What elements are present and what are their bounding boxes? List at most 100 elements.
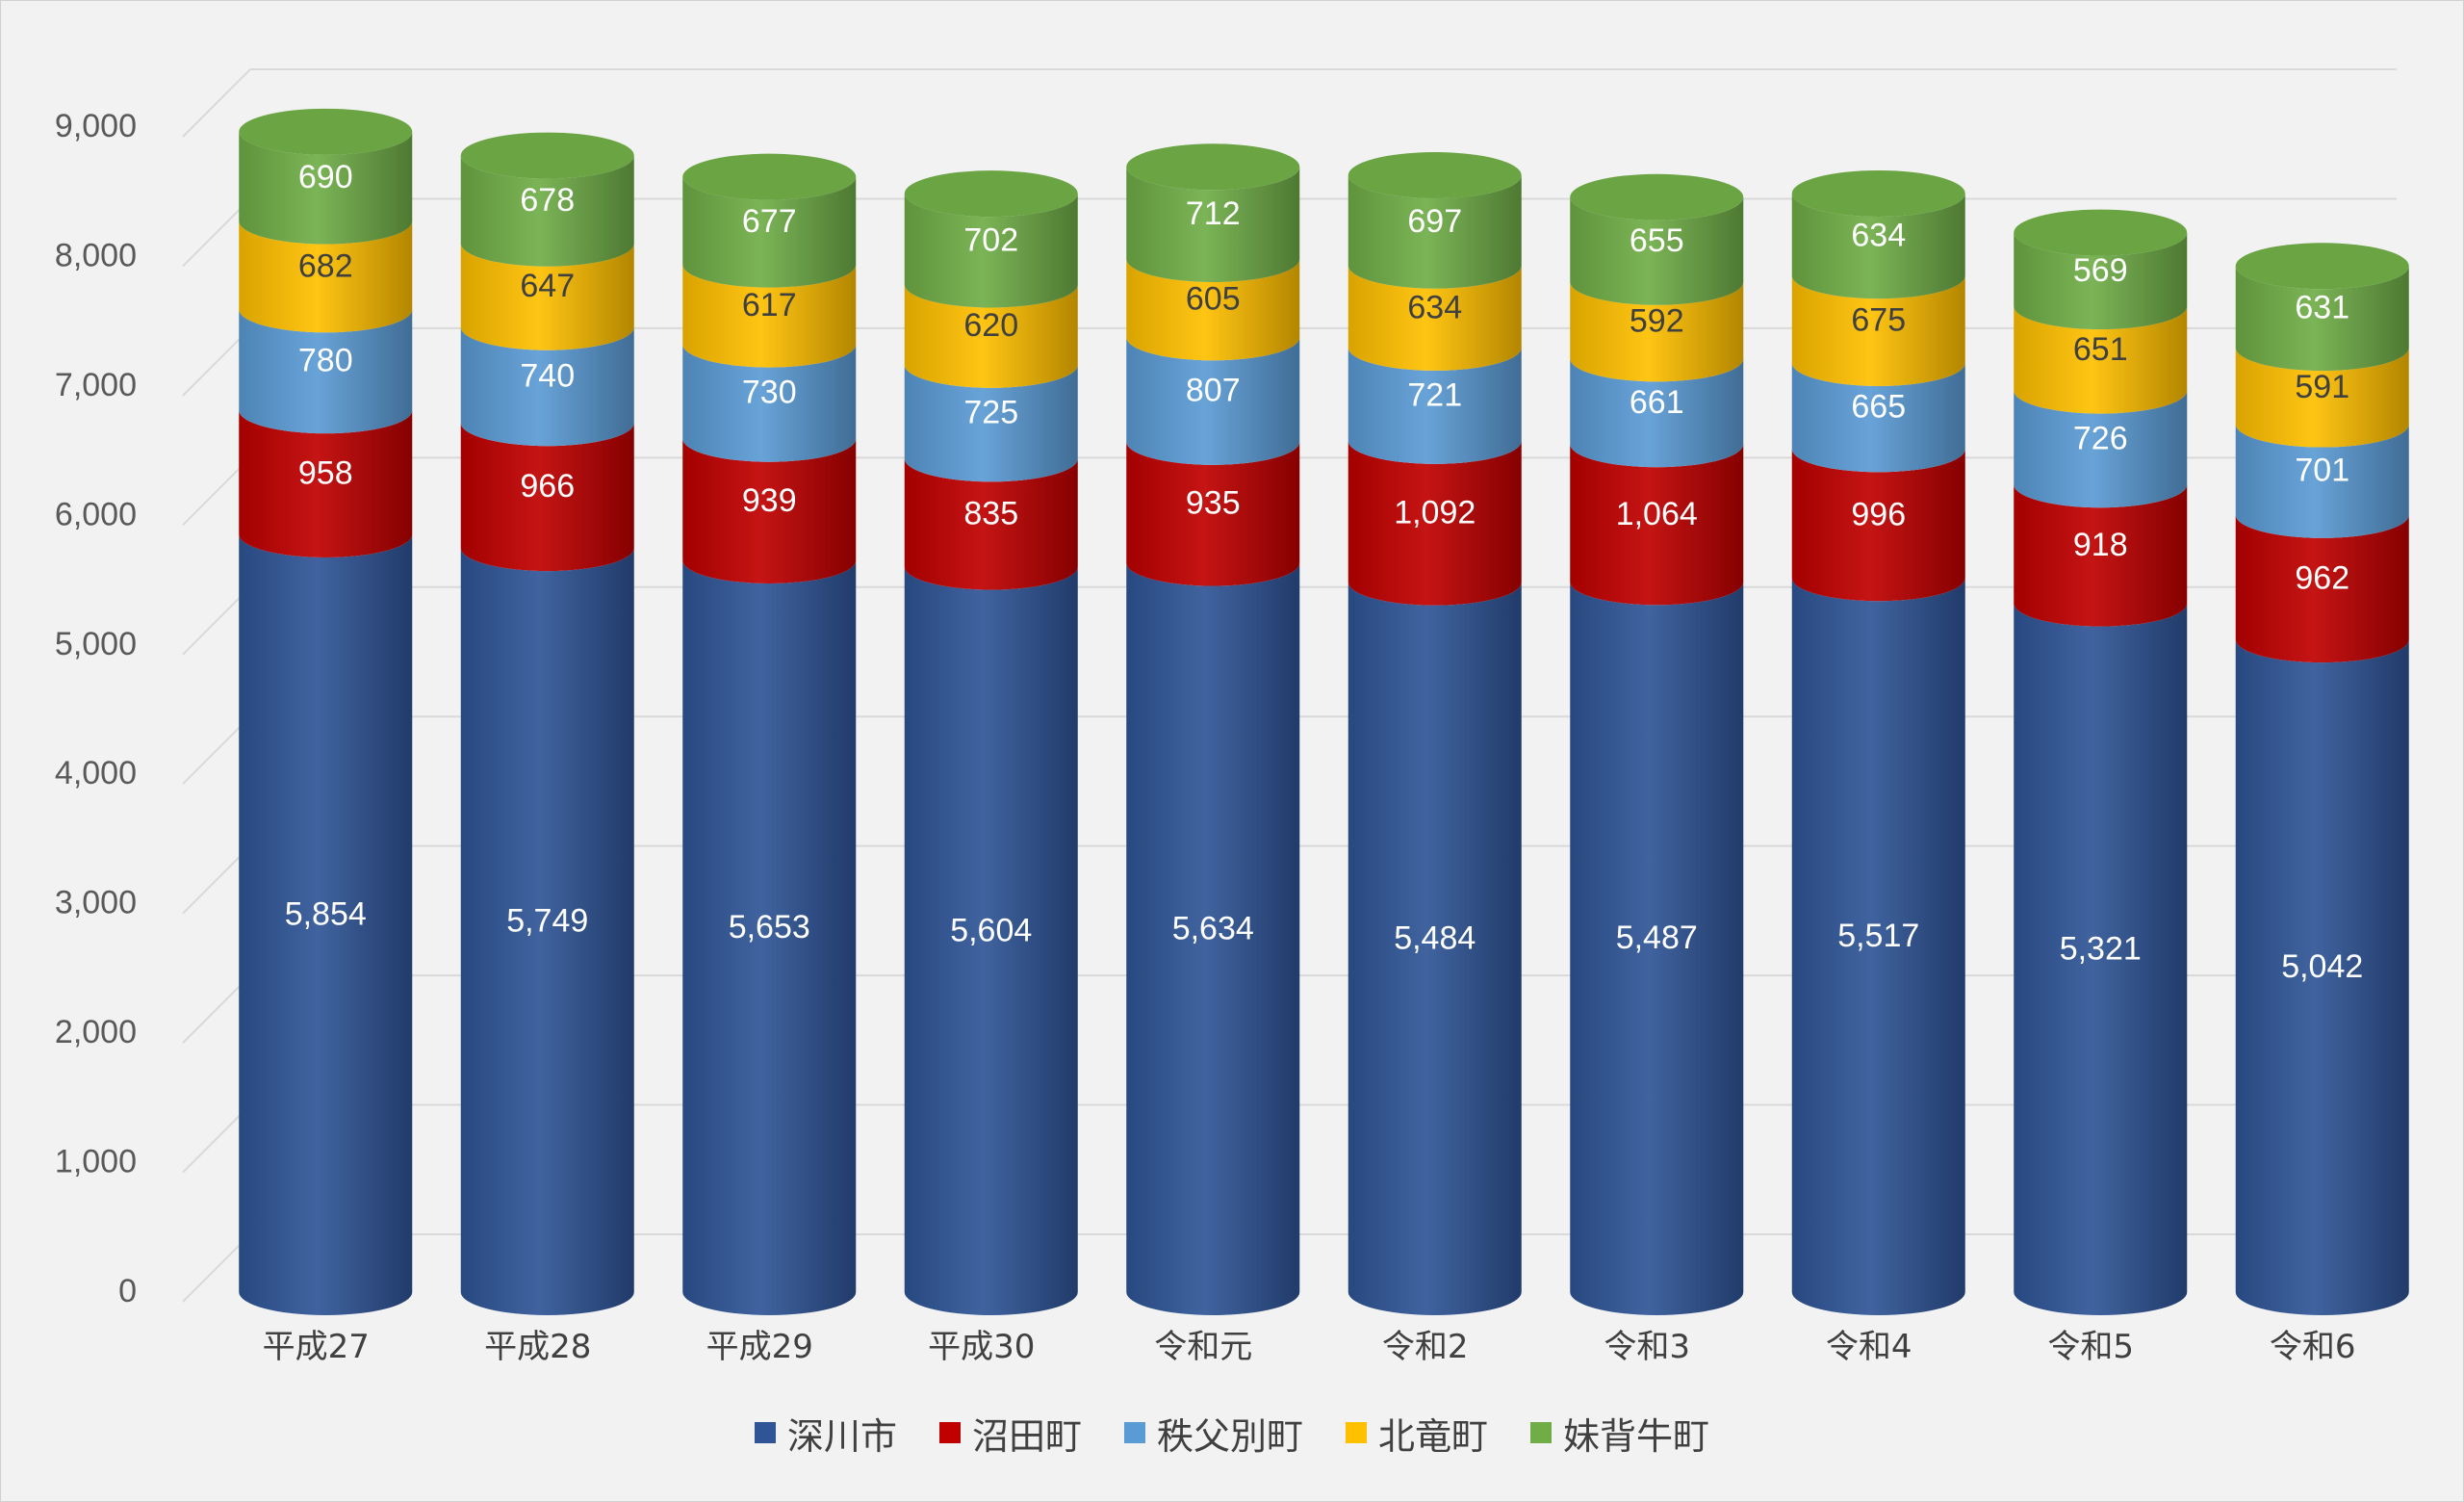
bar-segment [682,264,857,368]
data-label: 5,653 [729,909,810,945]
x-tick-label: 平成27 [263,1328,370,1366]
y-tick-label: 9,000 [55,108,137,144]
x-tick-label: 令和6 [2270,1328,2356,1366]
data-label: 5,749 [506,903,588,940]
data-label: 5,321 [2060,930,2142,967]
x-tick-label: 平成29 [706,1328,813,1366]
data-label: 697 [1407,203,1462,240]
bar-segment [460,326,634,447]
bar-top-cap [2014,209,2188,256]
bar-stack: 5,634 935 807 605 712 [1126,143,1300,1315]
bar-segment [239,131,413,245]
bar-segment [1791,449,1965,602]
data-label: 661 [1630,384,1684,421]
y-tick-label: 8,000 [55,237,137,273]
x-tick-label: 令和元 [1154,1328,1252,1366]
bar-segment [2014,306,2188,414]
data-label: 702 [963,221,1018,258]
data-label: 569 [2073,252,2128,289]
data-label: 592 [1630,303,1684,340]
data-label: 5,484 [1394,919,1476,956]
data-label: 712 [1186,195,1241,232]
bar-segment [682,559,857,1315]
legend-label: 深川市 [786,1414,897,1458]
bar-segment [2014,390,2188,508]
data-label: 5,854 [285,895,367,932]
bar-segment [1570,444,1744,606]
data-label: 682 [298,247,353,284]
bar-segment [682,344,857,462]
x-tick-label: 令和4 [1826,1328,1912,1366]
legend-label: 北竜町 [1378,1414,1489,1458]
data-label: 617 [742,287,797,324]
gridline-diagonal [182,68,251,138]
data-label: 939 [742,482,797,519]
bar-segment [2235,514,2409,663]
bar-segment [239,220,413,333]
data-label: 5,634 [1172,910,1254,946]
bar-segment [1126,258,1300,361]
data-label: 996 [1851,496,1906,532]
bar-top-cap [682,153,857,200]
bar-top-cap [2235,243,2409,290]
data-label: 605 [1186,281,1241,318]
bar-segment [682,438,857,583]
bar-segment [1791,362,1965,473]
data-label: 5,517 [1837,918,1919,954]
y-axis: 0 1,000 2,000 3,000 4,000 5,000 6,000 7,000 8,00… [55,108,137,1309]
y-tick-label: 3,000 [55,885,137,921]
data-label: 591 [2295,369,2349,405]
x-tick-label: 令和2 [1382,1328,1469,1366]
bar-stack: 5,749 966 740 647 678 [460,132,634,1315]
legend: 深川市 沼田町 秩父別町 北竜町 妹背牛町 [0,1404,2464,1462]
bar-segment [1348,265,1522,371]
bar-segment [2235,639,2409,1315]
legend-label: 秩父別町 [1156,1414,1303,1458]
y-tick-label: 5,000 [55,626,137,662]
bar-stack: 5,604 835 725 620 702 [904,170,1078,1315]
bar-segment [2014,232,2188,330]
y-tick-label: 1,000 [55,1144,137,1180]
data-label: 665 [1851,389,1906,426]
bar-stack: 5,487 1,064 661 592 655 [1570,173,1744,1315]
data-label: 5,487 [1616,919,1698,956]
bar-segment [2235,348,2409,448]
data-label: 5,042 [2281,948,2363,985]
bar-segment [239,410,413,557]
bar-stack: 5,042 962 701 591 631 [2235,243,2409,1315]
bar-segment [1126,337,1300,465]
bar-segment [460,548,634,1315]
legend-swatch [1530,1422,1553,1443]
data-label: 647 [520,268,575,304]
legend-swatch [1123,1422,1145,1443]
legend-label: 妹背牛町 [1563,1414,1710,1458]
x-axis: 平成27 平成28 平成29 平成30 令和元 令和2 令和3 令和4 令和5 令和6 [263,1328,2356,1366]
data-label: 740 [520,357,575,394]
bar-segment [1791,578,1965,1315]
legend-item: 深川市 [754,1407,897,1460]
data-label: 725 [963,395,1018,431]
bar-top-cap [1791,169,1965,217]
data-label: 677 [742,203,797,240]
x-tick-label: 平成28 [484,1328,591,1366]
y-tick-label: 7,000 [55,367,137,403]
x-tick-label: 令和3 [1604,1328,1690,1366]
data-label: 631 [2295,290,2349,326]
bar-segment [1126,441,1300,586]
bar-segment [1126,167,1300,282]
bar-segment [904,194,1078,308]
data-label: 962 [2295,559,2349,596]
bar-segment [682,176,857,288]
bar-stack: 5,653 939 730 617 677 [682,153,857,1315]
bar-segment [904,364,1078,482]
data-label: 655 [1630,222,1684,259]
data-label: 935 [1186,485,1241,522]
legend-swatch [1346,1422,1367,1443]
data-label: 675 [1851,302,1906,339]
legend-label: 沼田町 [971,1414,1082,1458]
data-label: 634 [1851,218,1906,254]
bar-segment [1348,582,1522,1315]
bar-segment [1348,347,1522,464]
bar-segment [1791,275,1965,386]
